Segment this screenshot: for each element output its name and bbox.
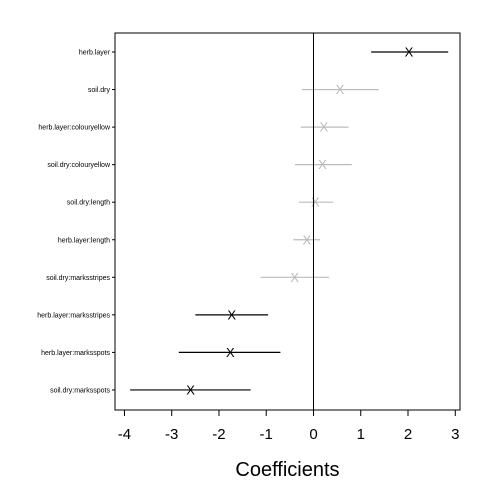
term-label: soil.dry <box>88 87 111 94</box>
estimate-marker: X <box>405 45 414 60</box>
x-tick-label: 2 <box>404 426 412 443</box>
x-axis: -4 -3 -2 -1 0 1 2 3 <box>118 410 459 443</box>
coefficient-row: soil.dry:marksspots X <box>50 382 251 397</box>
term-label: herb.layer:length <box>58 237 110 244</box>
coefficient-row: herb.layer:length X <box>58 232 321 247</box>
term-label: soil.dry:marksstripes <box>46 275 110 282</box>
estimate-marker: X <box>186 382 195 397</box>
x-axis-label: Coefficients <box>235 459 339 480</box>
term-label: soil.dry:colouryellow <box>47 162 111 169</box>
term-label: herb.layer:marksstripes <box>37 312 110 319</box>
estimate-marker: X <box>226 345 235 360</box>
coefficient-row: herb.layer:marksstripes X <box>37 307 269 322</box>
estimate-marker: X <box>320 120 329 135</box>
estimate-marker: X <box>290 270 299 285</box>
x-tick-label: -2 <box>212 426 225 443</box>
term-label: herb.layer:marksspots <box>41 350 110 357</box>
x-tick-label: -3 <box>165 426 178 443</box>
coefficient-row: herb.layer:marksspots X <box>41 345 281 360</box>
estimate-marker: X <box>303 232 312 247</box>
estimate-marker: X <box>311 195 320 210</box>
coefficient-row: soil.dry:colouryellow X <box>47 157 352 172</box>
coefficient-row: soil.dry:marksstripes X <box>46 270 330 285</box>
coefficient-row: soil.dry X <box>88 82 379 97</box>
coefficient-row: herb.layer X <box>79 45 449 60</box>
term-label: herb.layer <box>79 50 111 57</box>
plot-frame <box>114 32 461 411</box>
coefficient-row: soil.dry:length X <box>67 195 334 210</box>
x-tick-label: -4 <box>118 426 131 443</box>
coefficient-row: herb.layer:colouryellow X <box>38 120 349 135</box>
term-label: herb.layer:colouryellow <box>38 125 111 132</box>
term-label: soil.dry:marksspots <box>50 387 110 394</box>
x-tick-label: 1 <box>357 426 365 443</box>
x-tick-label: 3 <box>451 426 459 443</box>
term-label: soil.dry:length <box>67 200 110 207</box>
estimate-marker: X <box>227 307 236 322</box>
estimate-marker: X <box>318 157 327 172</box>
x-tick-label: -1 <box>260 426 273 443</box>
x-tick-label: 0 <box>309 426 317 443</box>
estimate-marker: X <box>336 82 345 97</box>
